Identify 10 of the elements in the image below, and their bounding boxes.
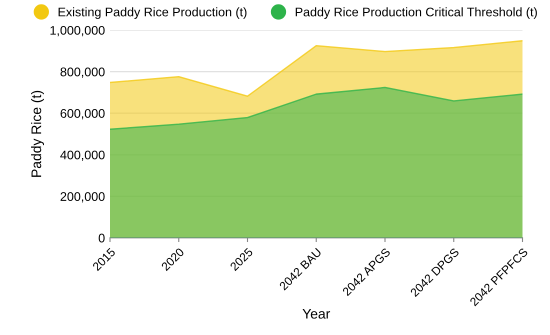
y-axis-title: Paddy Rice (t)	[31, 90, 44, 177]
y-tick-label: 800,000	[60, 67, 105, 78]
y-tick-label: 0	[98, 234, 105, 242]
y-tick-label: 200,000	[60, 192, 105, 202]
legend-label: Existing Paddy Rice Production (t)	[58, 7, 246, 19]
legend-label: Paddy Rice Production Critical Threshold (t)	[296, 7, 537, 19]
y-tick-label: 400,000	[60, 150, 105, 161]
x-axis-title: Year	[302, 308, 330, 319]
y-tick-label: 600,000	[60, 109, 105, 120]
y-tick-label: 1,000,000	[50, 26, 105, 36]
